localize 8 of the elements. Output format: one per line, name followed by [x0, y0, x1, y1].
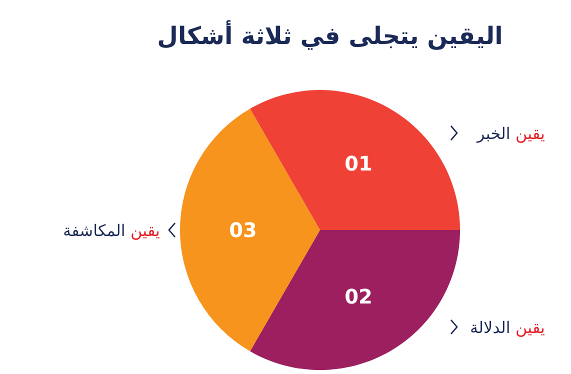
chart-title: اليقين يتجلى في ثلاثة أشكال	[157, 20, 503, 50]
text: 03	[229, 218, 257, 242]
text: 01	[344, 151, 372, 176]
pie-slice	[180, 108, 320, 352]
slice-label: يقين المكاشفة	[62, 220, 160, 240]
text: 02	[344, 284, 372, 309]
slice-label: يقين الخبر	[476, 124, 545, 142]
slice-label: يقين الدلالة	[470, 317, 545, 336]
